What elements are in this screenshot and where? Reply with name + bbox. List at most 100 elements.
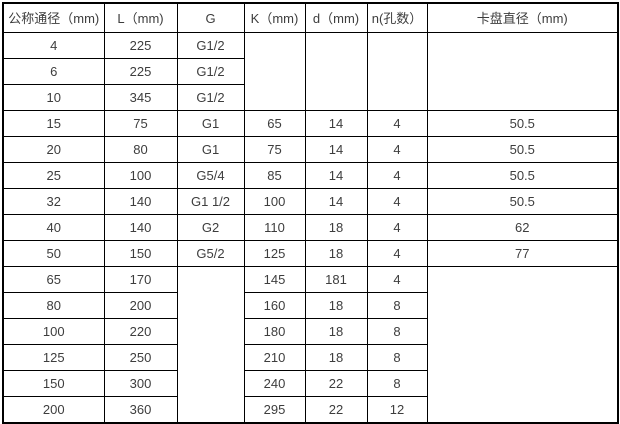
- cell-dn: 25: [2, 162, 105, 189]
- cell-k: 240: [243, 370, 306, 397]
- merged-empty-cell-chuck: [426, 32, 619, 111]
- merged-empty-cell-d: [304, 32, 368, 111]
- cell-dn: 32: [2, 188, 105, 215]
- cell-d: 22: [304, 396, 368, 424]
- cell-k: 125: [243, 240, 306, 267]
- table-row: 6 225 G1/2: [2, 58, 618, 85]
- cell-l: 250: [103, 344, 178, 371]
- cell-dn: 50: [2, 240, 105, 267]
- cell-g: G1: [176, 136, 245, 163]
- merged-empty-cell-chuck: [426, 266, 619, 424]
- cell-n: 8: [366, 292, 428, 319]
- cell-dn: 15: [2, 110, 105, 137]
- cell-n: 4: [366, 240, 428, 267]
- cell-d: 18: [304, 240, 368, 267]
- cell-g: G2: [176, 214, 245, 241]
- cell-dn: 100: [2, 318, 105, 345]
- merged-empty-cell-k: [243, 32, 306, 111]
- cell-d: 22: [304, 370, 368, 397]
- col-header-d: d（mm): [304, 2, 368, 33]
- cell-n: 8: [366, 318, 428, 345]
- col-header-nominal-diameter: 公称通径（mm): [2, 2, 105, 33]
- cell-n: 4: [366, 266, 428, 293]
- cell-dn: 6: [2, 58, 105, 85]
- cell-d: 18: [304, 214, 368, 241]
- col-header-k: K（mm): [243, 2, 306, 33]
- cell-k: 100: [243, 188, 306, 215]
- cell-g: G1/2: [176, 58, 245, 85]
- cell-l: 75: [103, 110, 178, 137]
- cell-dn: 65: [2, 266, 105, 293]
- cell-k: 110: [243, 214, 306, 241]
- col-header-g: G: [176, 2, 245, 33]
- cell-chuck: 77: [426, 240, 619, 267]
- table-row: 200 360 295 22 12: [2, 396, 618, 424]
- cell-g: G1/2: [176, 32, 245, 59]
- cell-k: 75: [243, 136, 306, 163]
- cell-k: 65: [243, 110, 306, 137]
- cell-l: 200: [103, 292, 178, 319]
- col-header-chuck-diameter: 卡盘直径（mm): [426, 2, 619, 33]
- cell-dn: 125: [2, 344, 105, 371]
- cell-l: 225: [103, 58, 178, 85]
- col-header-l: L（mm): [103, 2, 178, 33]
- cell-dn: 20: [2, 136, 105, 163]
- cell-g: G1: [176, 110, 245, 137]
- cell-k: 85: [243, 162, 306, 189]
- cell-chuck: 50.5: [426, 136, 619, 163]
- cell-l: 360: [103, 396, 178, 424]
- cell-l: 100: [103, 162, 178, 189]
- table-row: 150 300 240 22 8: [2, 370, 618, 397]
- cell-dn: 200: [2, 396, 105, 424]
- cell-d: 14: [304, 162, 368, 189]
- cell-n: 4: [366, 162, 428, 189]
- cell-l: 225: [103, 32, 178, 59]
- cell-chuck: 50.5: [426, 162, 619, 189]
- cell-l: 220: [103, 318, 178, 345]
- cell-dn: 80: [2, 292, 105, 319]
- cell-g: G1/2: [176, 84, 245, 111]
- cell-k: 295: [243, 396, 306, 424]
- cell-k: 180: [243, 318, 306, 345]
- cell-n: 4: [366, 136, 428, 163]
- cell-chuck: 50.5: [426, 110, 619, 137]
- cell-l: 170: [103, 266, 178, 293]
- cell-d: 181: [304, 266, 368, 293]
- table-row: 32 140 G1 1/2 100 14 4 50.5: [2, 188, 619, 215]
- table-row: 20 80 G1 75 14 4 50.5: [2, 136, 619, 163]
- table-row: 25 100 G5/4 85 14 4 50.5: [2, 162, 619, 189]
- cell-n: 4: [366, 110, 428, 137]
- cell-g: G5/4: [176, 162, 245, 189]
- cell-g: G5/2: [176, 240, 245, 267]
- cell-n: 8: [366, 344, 428, 371]
- cell-k: 145: [243, 266, 306, 293]
- cell-dn: 10: [2, 84, 105, 111]
- cell-n: 8: [366, 370, 428, 397]
- cell-k: 210: [243, 344, 306, 371]
- cell-chuck: 50.5: [426, 188, 619, 215]
- cell-n: 4: [366, 188, 428, 215]
- cell-k: 160: [243, 292, 306, 319]
- merged-empty-cell-n: [366, 32, 428, 111]
- cell-d: 14: [304, 188, 368, 215]
- cell-l: 150: [103, 240, 178, 267]
- cell-n: 12: [366, 396, 428, 424]
- table-row: 15 75 G1 65 14 4 50.5: [2, 110, 619, 137]
- cell-d: 14: [304, 110, 368, 137]
- cell-d: 14: [304, 136, 368, 163]
- table-row: 80 200 160 18 8: [2, 292, 618, 319]
- table-row: 4 225 G1/2: [2, 32, 619, 111]
- cell-l: 345: [103, 84, 178, 111]
- table-row: 40 140 G2 110 18 4 62: [2, 214, 619, 241]
- table-row: 65 170 145 181 4: [2, 266, 619, 424]
- table-row: 50 150 G5/2 125 18 4 77: [2, 240, 619, 267]
- cell-d: 18: [304, 292, 368, 319]
- merged-empty-cell-g: [176, 266, 245, 424]
- cell-dn: 150: [2, 370, 105, 397]
- cell-l: 300: [103, 370, 178, 397]
- cell-chuck: 62: [426, 214, 619, 241]
- cell-l: 140: [103, 188, 178, 215]
- header-row: 公称通径（mm) L（mm) G K（mm) d（mm) n(孔数） 卡盘直径（…: [2, 2, 619, 33]
